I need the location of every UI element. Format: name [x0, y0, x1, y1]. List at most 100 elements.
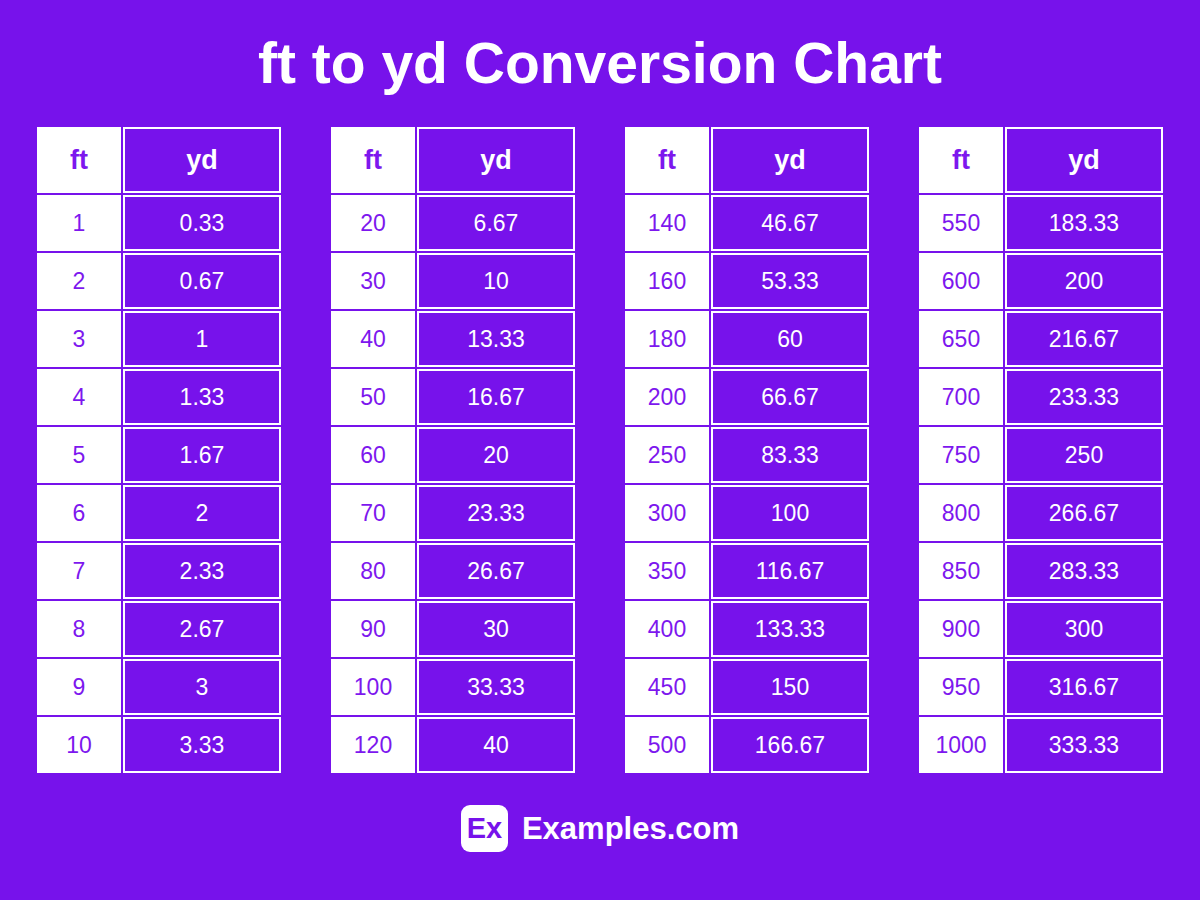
yd-value: 2.67	[123, 601, 281, 657]
yd-value: 166.67	[711, 717, 869, 773]
table-row: 25083.33	[625, 427, 869, 483]
column-header-ft: ft	[37, 127, 121, 193]
yd-value: 40	[417, 717, 575, 773]
yd-value: 300	[1005, 601, 1163, 657]
table-row: 18060	[625, 311, 869, 367]
yd-value: 216.67	[1005, 311, 1163, 367]
table-row: 93	[37, 659, 281, 715]
yd-value: 53.33	[711, 253, 869, 309]
column-header-yd: yd	[417, 127, 575, 193]
ft-value: 350	[625, 543, 709, 599]
yd-value: 116.67	[711, 543, 869, 599]
yd-value: 1.33	[123, 369, 281, 425]
ft-value: 950	[919, 659, 1003, 715]
table-row: 103.33	[37, 717, 281, 773]
header-row: ftyd	[37, 127, 281, 193]
examples-logo: Ex	[461, 805, 508, 852]
ft-value: 300	[625, 485, 709, 541]
table-row: 900300	[919, 601, 1163, 657]
yd-value: 266.67	[1005, 485, 1163, 541]
ft-value: 750	[919, 427, 1003, 483]
yd-value: 66.67	[711, 369, 869, 425]
conversion-table-3: ftyd14046.6716053.331806020066.6725083.3…	[623, 125, 871, 775]
yd-value: 250	[1005, 427, 1163, 483]
table-row: 550183.33	[919, 195, 1163, 251]
yd-value: 133.33	[711, 601, 869, 657]
yd-value: 33.33	[417, 659, 575, 715]
yd-value: 23.33	[417, 485, 575, 541]
page-title: ft to yd Conversion Chart	[258, 28, 942, 99]
ft-value: 550	[919, 195, 1003, 251]
yd-value: 333.33	[1005, 717, 1163, 773]
ft-value: 70	[331, 485, 415, 541]
yd-value: 83.33	[711, 427, 869, 483]
ft-value: 30	[331, 253, 415, 309]
ft-value: 400	[625, 601, 709, 657]
ft-value: 800	[919, 485, 1003, 541]
ft-value: 80	[331, 543, 415, 599]
ft-value: 120	[331, 717, 415, 773]
yd-value: 2	[123, 485, 281, 541]
conversion-table-4: ftyd550183.33600200650216.67700233.33750…	[917, 125, 1165, 775]
table-row: 450150	[625, 659, 869, 715]
ft-value: 60	[331, 427, 415, 483]
ft-value: 160	[625, 253, 709, 309]
ft-value: 1000	[919, 717, 1003, 773]
column-header-yd: yd	[1005, 127, 1163, 193]
yd-value: 1	[123, 311, 281, 367]
table-row: 700233.33	[919, 369, 1163, 425]
ft-value: 700	[919, 369, 1003, 425]
ft-value: 20	[331, 195, 415, 251]
table-row: 6020	[331, 427, 575, 483]
ft-value: 650	[919, 311, 1003, 367]
column-header-yd: yd	[123, 127, 281, 193]
table-row: 16053.33	[625, 253, 869, 309]
table-row: 82.67	[37, 601, 281, 657]
ft-value: 8	[37, 601, 121, 657]
table-row: 850283.33	[919, 543, 1163, 599]
table-row: 62	[37, 485, 281, 541]
ft-value: 850	[919, 543, 1003, 599]
yd-value: 233.33	[1005, 369, 1163, 425]
table-row: 206.67	[331, 195, 575, 251]
table-row: 650216.67	[919, 311, 1163, 367]
table-row: 7023.33	[331, 485, 575, 541]
site-name: Examples.com	[522, 811, 739, 847]
header-row: ftyd	[919, 127, 1163, 193]
table-row: 9030	[331, 601, 575, 657]
ft-value: 90	[331, 601, 415, 657]
yd-value: 46.67	[711, 195, 869, 251]
ft-value: 2	[37, 253, 121, 309]
table-row: 800266.67	[919, 485, 1163, 541]
conversion-chart-page: ft to yd Conversion Chart ftyd10.3320.67…	[0, 0, 1200, 900]
ft-value: 100	[331, 659, 415, 715]
yd-value: 20	[417, 427, 575, 483]
column-header-ft: ft	[919, 127, 1003, 193]
yd-value: 3	[123, 659, 281, 715]
yd-value: 6.67	[417, 195, 575, 251]
conversion-table-1: ftyd10.3320.673141.3351.676272.3382.6793…	[35, 125, 283, 775]
yd-value: 1.67	[123, 427, 281, 483]
header-row: ftyd	[331, 127, 575, 193]
ft-value: 140	[625, 195, 709, 251]
yd-value: 283.33	[1005, 543, 1163, 599]
ft-value: 40	[331, 311, 415, 367]
conversion-tables: ftyd10.3320.673141.3351.676272.3382.6793…	[35, 125, 1165, 775]
ft-value: 500	[625, 717, 709, 773]
yd-value: 0.67	[123, 253, 281, 309]
table-row: 600200	[919, 253, 1163, 309]
yd-value: 13.33	[417, 311, 575, 367]
yd-value: 60	[711, 311, 869, 367]
table-row: 500166.67	[625, 717, 869, 773]
examples-logo-text: Ex	[467, 812, 502, 845]
ft-value: 900	[919, 601, 1003, 657]
yd-value: 0.33	[123, 195, 281, 251]
yd-value: 316.67	[1005, 659, 1163, 715]
yd-value: 2.33	[123, 543, 281, 599]
ft-value: 600	[919, 253, 1003, 309]
table-row: 31	[37, 311, 281, 367]
yd-value: 16.67	[417, 369, 575, 425]
yd-value: 10	[417, 253, 575, 309]
table-row: 41.33	[37, 369, 281, 425]
column-header-ft: ft	[625, 127, 709, 193]
